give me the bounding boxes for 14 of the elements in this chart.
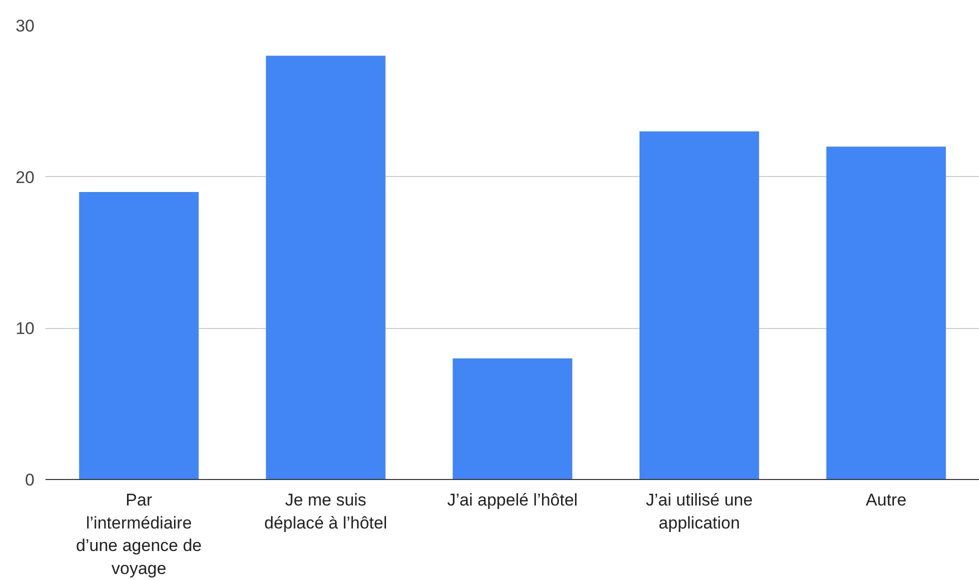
y-tick-label: 10 (16, 319, 35, 338)
x-tick-label: J’ai appelé l’hôtel (447, 490, 578, 510)
y-tick-label: 20 (16, 168, 35, 187)
x-tick-label: Je me suis déplacé à l’hôtel (264, 490, 388, 532)
bar (79, 192, 199, 480)
bar (826, 146, 946, 480)
x-tick-label: Par l’intermédiaire d’une agence de voyage (76, 490, 202, 578)
bar (266, 56, 386, 480)
x-tick-label: Autre (866, 490, 906, 510)
x-tick-label: J’ai utilisé une application (646, 490, 753, 532)
y-tick-label: 0 (25, 470, 35, 490)
y-tick-label: 30 (16, 16, 35, 36)
bar (640, 131, 760, 480)
bar (452, 358, 572, 480)
